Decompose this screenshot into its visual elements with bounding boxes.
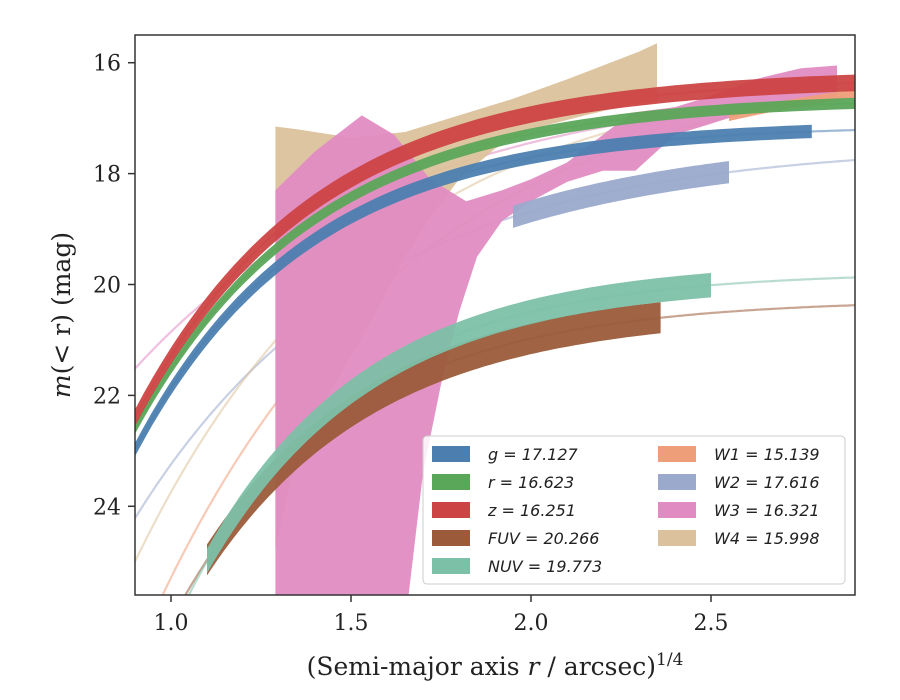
legend-label-z: z = 16.251 bbox=[487, 501, 576, 520]
y-tick-label: 22 bbox=[93, 384, 121, 409]
measured-band-nuv bbox=[207, 273, 711, 574]
legend-label-w2: W2 = 17.616 bbox=[714, 473, 820, 492]
legend-swatch-r bbox=[432, 474, 470, 490]
legend-swatch-z bbox=[432, 502, 470, 518]
x-tick-label: 2.0 bbox=[514, 611, 549, 636]
y-tick-label: 18 bbox=[93, 163, 121, 188]
y-axis-label-var: m bbox=[47, 374, 76, 398]
plot-frame bbox=[134, 34, 856, 596]
legend-label-w3: W3 = 16.321 bbox=[714, 501, 820, 520]
axis-ticks: 1.0 1.5 2.0 2.5 16 18 20 22 24 bbox=[93, 52, 729, 636]
legend-label-g: g = 17.127 bbox=[488, 445, 579, 464]
y-tick-label: 24 bbox=[93, 495, 121, 520]
x-axis-label-sup: 1/4 bbox=[656, 650, 683, 670]
legend-swatch-w4 bbox=[658, 530, 696, 546]
legend-swatch-w3 bbox=[658, 502, 696, 518]
measured-bands bbox=[135, 43, 855, 595]
legend-swatch-w1 bbox=[658, 446, 696, 462]
measured-band-w2 bbox=[513, 161, 729, 228]
y-axis-label-rest: (< r) (mag) bbox=[47, 232, 76, 374]
x-tick-label: 1.0 bbox=[154, 611, 189, 636]
legend-label-w1: W1 = 15.139 bbox=[714, 445, 820, 464]
legend-swatch-nuv bbox=[432, 558, 470, 574]
y-tick-label: 16 bbox=[93, 52, 121, 77]
x-axis-label-var: r bbox=[528, 652, 542, 681]
x-axis-label-main: (Semi-major axis bbox=[307, 652, 528, 681]
x-axis-label-rest: / arcsec) bbox=[539, 652, 656, 681]
legend-swatch-fuv bbox=[432, 530, 470, 546]
legend: g = 17.127 r = 16.623 z = 16.251 FUV = 20.2… bbox=[422, 435, 846, 585]
y-tick-label: 20 bbox=[93, 274, 121, 299]
legend-label-w4: W4 = 15.998 bbox=[714, 529, 820, 548]
x-axis-label: (Semi-major axis r / arcsec)1/4 bbox=[307, 650, 684, 681]
x-tick-label: 1.5 bbox=[334, 611, 369, 636]
legend-label-r: r = 16.623 bbox=[488, 473, 574, 492]
y-axis-label: m(< r) (mag) bbox=[47, 232, 76, 398]
x-tick-label: 2.5 bbox=[694, 611, 729, 636]
legend-frame bbox=[422, 435, 846, 585]
legend-swatch-w2 bbox=[658, 474, 696, 490]
legend-label-nuv: NUV = 19.773 bbox=[488, 557, 602, 576]
measured-band-w3 bbox=[275, 65, 837, 595]
legend-label-fuv: FUV = 20.266 bbox=[488, 529, 599, 548]
legend-swatch-g bbox=[432, 446, 470, 462]
